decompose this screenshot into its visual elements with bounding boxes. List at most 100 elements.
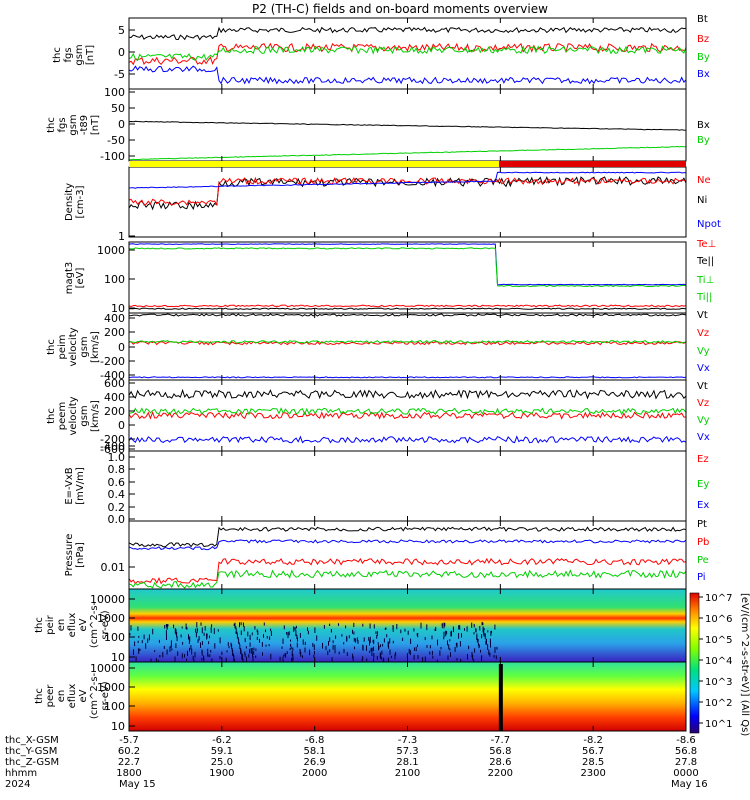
y-tick-label: 10000 [90,593,125,606]
spec-pixel [361,658,363,662]
y-tick-label: 50 [111,102,125,115]
spec-pixel [387,642,389,646]
spec-pixel [201,627,203,634]
spec-pixel [248,654,250,658]
spec-pixel [279,656,281,661]
spec-pixel [483,629,485,635]
spec-pixel [198,636,200,641]
spec-pixel [432,656,434,659]
y-tick-label: 0.2 [108,501,126,514]
x-tick-label: -7.3 [398,735,418,746]
spec-pixel [485,640,487,645]
spec-pixel [302,639,304,645]
spec-pixel [196,622,198,628]
spec-pixel [443,636,445,640]
spec-pixel [373,639,375,645]
spec-pixel [263,622,265,626]
x-tick-label: 2000 [302,768,327,779]
y-tick-label: 1000 [97,681,125,694]
y-tick-label: 10 [111,720,125,733]
spec-pixel [417,644,418,647]
spec-pixel [496,646,498,650]
spec-pixel [456,642,458,648]
legend-item: Ez [697,454,709,465]
y-tick-label: 1.0 [108,451,126,464]
spec-pixel [155,658,157,664]
x-tick-label: 22.7 [118,757,140,768]
y-axis-label: fgs [63,47,74,62]
legend-item: Pt [697,519,707,530]
spec-pixel [380,653,382,659]
spec-pixel [383,638,385,643]
spec-pixel [459,625,461,630]
x-axis-row-label: thc_X-GSM [5,735,59,746]
spec-pixel [479,626,481,631]
spec-pixel [338,651,340,655]
spec-pixel [210,650,212,653]
spec-pixel [357,640,359,644]
x-tick-label: 57.3 [396,746,418,757]
legend-item: Vz [697,398,709,409]
spec-pixel [408,648,410,654]
y-axis-label: velocity [68,327,79,366]
spec-pixel [145,643,147,649]
spec-pixel [484,633,486,640]
legend-item: Vy [697,415,710,426]
spec-pixel [227,642,229,646]
y-tick-label: -50 [107,134,125,147]
legend-item: Te|| [696,256,714,267]
spec-pixel [234,658,236,662]
spec-pixel [207,648,209,652]
y-axis-label: thc [34,617,45,633]
spec-pixel [314,627,316,633]
spec-pixel [173,624,175,629]
spec-pixel [325,645,327,651]
spec-pixel [450,652,451,657]
spec-pixel [473,623,475,628]
spec-pixel [189,636,191,642]
spec-pixel [259,638,260,643]
y-axis-label: sr-eV) [100,610,111,639]
spec-pixel [190,645,192,650]
y-axis-label: eflux [67,613,78,638]
spec-pixel [282,656,284,663]
spec-pixel [404,628,406,632]
x-tick-label: -8.2 [583,735,603,746]
spec-pixel [265,644,267,647]
spec-pixel [200,622,202,626]
spec-pixel [186,658,187,661]
spec-pixel [209,635,210,639]
spec-pixel [177,651,179,656]
spec-pixel [207,651,209,657]
y-tick-label: -200 [100,355,125,368]
legend-item: Ex [697,500,709,511]
legend-item: By [697,52,710,63]
spec-pixel [352,656,354,661]
y-axis-label: peim [57,334,68,359]
spec-pixel [296,642,298,648]
x-tick-label: -7.7 [491,735,511,746]
spec-pixel [189,647,190,652]
y-axis-label: [km/s] [90,331,101,363]
spec-pixel [286,651,288,655]
spec-pixel [252,656,254,662]
spec-pixel [221,651,223,655]
panel-4: 1000 100 10 magt3 [eV] Te⊥ Te|| Ti⊥ Ti|| [64,239,716,315]
spec-pixel [426,624,428,631]
x-tick-label: 60.2 [118,746,140,757]
spec-pixel [296,634,298,639]
spec-pixel [231,644,233,650]
x-tick-label: 58.1 [304,746,326,757]
spec-pixel [282,638,284,644]
spec-pixel [166,624,168,630]
spec-pixel [329,649,331,653]
spec-pixel [295,630,297,636]
spec-pixel [346,637,348,642]
spec-pixel [489,652,491,657]
spec-pixel [236,633,238,639]
y-tick-label: -200 [100,433,125,446]
spec-pixel [376,635,378,639]
mode-bar [129,161,686,167]
spec-pixel [284,653,286,657]
